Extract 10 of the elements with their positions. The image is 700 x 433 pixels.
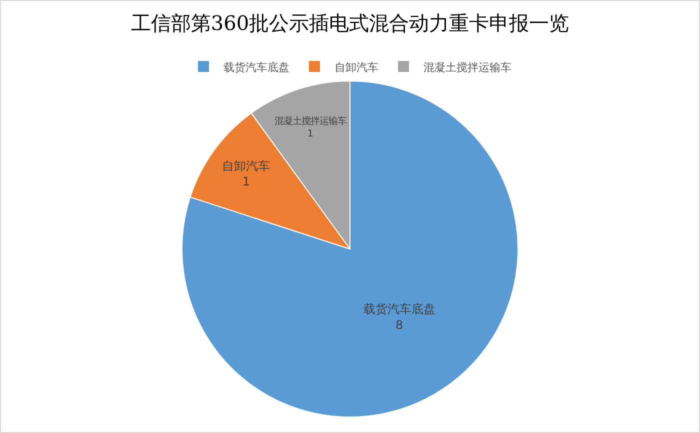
- slice-label: 自卸汽车: [222, 158, 270, 173]
- data-label: 1: [242, 174, 250, 188]
- legend-label: 自卸汽车: [334, 60, 378, 74]
- legend-label: 载货汽车底盘: [224, 60, 290, 74]
- data-label: 1: [307, 128, 314, 140]
- legend-label: 混凝土搅拌运输车: [424, 60, 512, 74]
- slice-label: 混凝土搅拌运输车: [274, 116, 346, 127]
- data-label: 8: [396, 318, 404, 332]
- slice-label: 载货汽车底盘: [363, 302, 436, 316]
- chart-title: 工信部第360批公示插电式混合动力重卡申报一览: [130, 11, 570, 36]
